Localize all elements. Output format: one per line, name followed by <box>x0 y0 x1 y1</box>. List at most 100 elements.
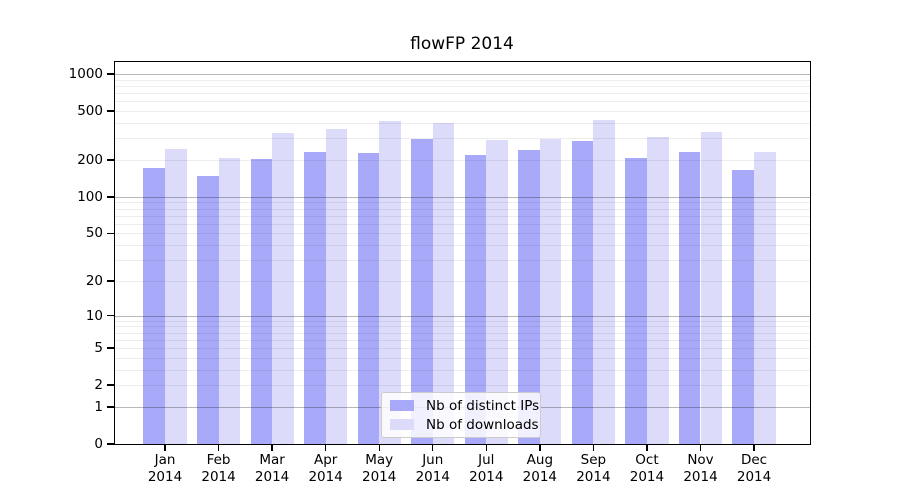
bar-downloads <box>486 140 508 444</box>
y-axis-tick-label: 1 <box>94 398 103 415</box>
bar-distinct-ips <box>357 152 380 444</box>
x-axis-month-label: Mar 2014 <box>254 452 290 485</box>
gridline-minor <box>115 357 810 359</box>
gridline-major <box>115 196 810 198</box>
y-axis-tick-label: 2 <box>94 377 103 394</box>
x-axis-tick-mark <box>324 445 327 451</box>
x-axis-month-label: Aug 2014 <box>522 452 558 485</box>
x-axis-tick-mark <box>432 445 434 451</box>
y-axis-tick-label: 20 <box>85 272 103 289</box>
x-axis-tick-mark <box>271 445 273 451</box>
x-axis-tick-mark <box>753 445 755 451</box>
gridline-minor <box>115 332 810 334</box>
gridline-minor <box>115 123 810 125</box>
legend: Nb of distinct IPs Nb of downloads <box>381 392 541 438</box>
bar-distinct-ips <box>518 150 540 444</box>
x-axis-tick-mark <box>217 445 220 451</box>
chart-title: flowFP 2014 <box>410 34 514 54</box>
y-axis-tick-mark <box>107 280 114 282</box>
gridline-minor <box>115 348 810 350</box>
x-axis-month-label: Oct 2014 <box>629 452 665 485</box>
gridline-minor <box>115 223 810 225</box>
x-axis-month-label: Jan 2014 <box>147 452 183 485</box>
bar-distinct-ips <box>411 139 433 444</box>
x-axis-month-label: Feb 2014 <box>201 452 236 485</box>
bar-downloads <box>165 148 187 444</box>
gridline-minor <box>115 93 810 95</box>
gridline-minor <box>115 369 810 371</box>
bar-downloads <box>432 122 455 444</box>
x-axis-month-label: Jul 2014 <box>469 452 504 485</box>
legend-swatch-distinct-ips <box>390 400 414 411</box>
bar-downloads <box>700 132 723 444</box>
gridline-minor <box>115 215 810 217</box>
y-axis-tick-label: 0 <box>94 436 103 452</box>
gridline-minor <box>115 326 810 328</box>
bar-distinct-ips <box>250 158 273 444</box>
gridline-major <box>115 74 810 76</box>
gridline-minor <box>115 245 810 247</box>
x-axis-tick-mark <box>646 445 648 451</box>
y-axis-tick-label: 50 <box>85 225 103 242</box>
x-axis-month-label: Nov 2014 <box>683 452 718 485</box>
legend-label: Nb of downloads <box>426 416 539 433</box>
bar-distinct-ips <box>143 168 165 444</box>
gridline-minor <box>115 160 810 161</box>
bar-downloads <box>754 151 776 444</box>
y-axis-tick-mark <box>107 159 114 161</box>
y-axis-tick-mark <box>107 232 114 235</box>
gridline-minor <box>115 208 810 210</box>
x-axis-month-label: Dec 2014 <box>736 452 772 485</box>
x-axis-tick-mark <box>539 445 541 451</box>
x-axis-month-label: May 2014 <box>362 452 397 485</box>
x-axis-tick-mark <box>378 445 380 451</box>
y-axis-tick-mark <box>107 347 114 349</box>
bar-distinct-ips <box>571 141 594 444</box>
bar-downloads <box>325 129 348 444</box>
bar-downloads <box>379 120 401 444</box>
y-axis-tick-label: 200 <box>77 152 103 168</box>
x-axis-tick-mark <box>164 445 166 451</box>
gridline-minor <box>115 202 810 204</box>
x-axis-month-label: Apr 2014 <box>308 452 343 485</box>
bar-distinct-ips <box>196 175 219 444</box>
gridline-minor <box>115 85 810 87</box>
bar-downloads <box>646 137 669 444</box>
y-axis-tick-mark <box>107 406 114 408</box>
x-axis-tick-mark <box>592 445 595 451</box>
gridline-minor <box>115 280 810 282</box>
y-axis-tick-label: 1000 <box>68 66 103 83</box>
legend-label: Nb of distinct IPs <box>426 397 540 414</box>
x-axis-month-label: Sep 2014 <box>576 452 611 485</box>
y-axis-tick-mark <box>107 73 114 75</box>
bar-downloads <box>272 132 294 444</box>
bar-distinct-ips <box>304 152 326 444</box>
bar-downloads <box>593 120 615 444</box>
y-axis-tick-mark <box>107 196 114 198</box>
bar-distinct-ips <box>732 169 755 444</box>
bar-downloads <box>218 158 241 444</box>
gridline-minor <box>115 260 810 262</box>
gridline-minor <box>115 385 810 387</box>
y-axis-tick-mark <box>107 384 114 386</box>
legend-swatch-downloads <box>390 419 414 430</box>
y-axis-tick-label: 100 <box>77 188 103 205</box>
x-axis-tick-mark <box>699 445 702 451</box>
gridline-minor <box>115 111 810 113</box>
plot-area: Nb of distinct IPs Nb of downloads <box>114 61 811 445</box>
bar-distinct-ips <box>678 151 701 444</box>
x-axis-month-label: Jun 2014 <box>415 452 450 485</box>
y-axis-tick-mark <box>107 443 114 445</box>
legend-item-downloads: Nb of downloads <box>390 417 539 433</box>
gridline-minor <box>115 79 810 81</box>
y-axis-tick-label: 5 <box>94 340 103 357</box>
gridline-major <box>115 315 810 317</box>
x-axis-tick-mark <box>485 445 487 451</box>
legend-item-distinct-ips: Nb of distinct IPs <box>390 398 539 414</box>
y-axis-tick-label: 500 <box>77 103 103 120</box>
bar-downloads <box>539 139 562 444</box>
gridline-minor <box>115 339 810 341</box>
gridline-minor <box>115 320 810 322</box>
y-axis-tick-mark <box>107 314 114 317</box>
